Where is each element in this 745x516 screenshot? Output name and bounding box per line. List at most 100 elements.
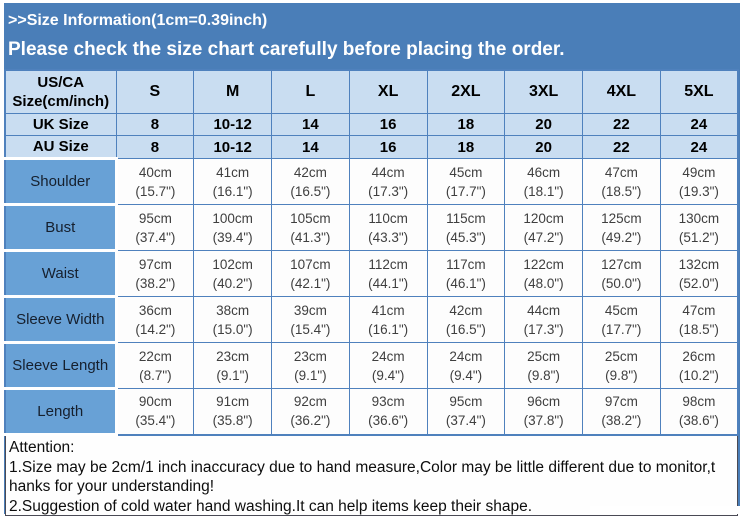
measurement-label-cell: Shoulder	[5, 159, 116, 205]
value-inch: (43.3")	[350, 228, 427, 247]
value-cm: 105cm	[272, 209, 349, 228]
value-inch: (37.4")	[428, 411, 505, 430]
value-inch: (15.0")	[194, 320, 271, 339]
value-inch: (37.8")	[505, 411, 582, 430]
value-cm: 97cm	[583, 392, 660, 411]
size-column-header: S	[116, 70, 194, 114]
value-cm: 115cm	[428, 209, 505, 228]
measurement-value-cell: 100cm(39.4")	[194, 205, 272, 251]
region-size-cell: 14	[272, 136, 350, 159]
value-cm: 47cm	[661, 301, 737, 320]
value-cm: 100cm	[194, 209, 271, 228]
value-inch: (35.4")	[118, 411, 194, 430]
value-inch: (38.2")	[118, 274, 194, 293]
value-cm: 24cm	[350, 347, 427, 366]
value-inch: (9.8")	[583, 366, 660, 385]
value-cm: 97cm	[118, 255, 194, 274]
measurement-value-cell: 112cm(44.1")	[349, 251, 427, 297]
value-inch: (18.5")	[583, 182, 660, 201]
value-cm: 98cm	[661, 392, 737, 411]
value-inch: (48.0")	[505, 274, 582, 293]
region-size-cell: 16	[349, 114, 427, 136]
value-cm: 26cm	[661, 347, 737, 366]
measurement-value-cell: 92cm(36.2")	[272, 389, 350, 435]
value-cm: 38cm	[194, 301, 271, 320]
value-inch: (16.5")	[272, 182, 349, 201]
value-cm: 91cm	[194, 392, 271, 411]
region-size-cell: 24	[660, 114, 738, 136]
value-inch: (15.4")	[272, 320, 349, 339]
value-inch: (52.0")	[661, 274, 737, 293]
value-inch: (14.2")	[118, 320, 194, 339]
measurement-label-cell: Sleeve Width	[5, 297, 116, 343]
value-cm: 95cm	[118, 209, 194, 228]
measurement-value-cell: 95cm(37.4")	[116, 205, 194, 251]
value-cm: 127cm	[583, 255, 660, 274]
measurement-value-cell: 41cm(16.1")	[194, 159, 272, 205]
measurement-value-cell: 44cm(17.3")	[505, 297, 583, 343]
measurement-value-cell: 25cm(9.8")	[505, 343, 583, 389]
value-inch: (39.4")	[194, 228, 271, 247]
value-cm: 41cm	[194, 163, 271, 182]
measurement-value-cell: 130cm(51.2")	[660, 205, 738, 251]
measurement-label-cell: Sleeve Length	[5, 343, 116, 389]
measurement-value-cell: 36cm(14.2")	[116, 297, 194, 343]
value-inch: (51.2")	[661, 228, 737, 247]
value-cm: 45cm	[428, 163, 505, 182]
value-inch: (49.2")	[583, 228, 660, 247]
value-inch: (17.7")	[583, 320, 660, 339]
value-cm: 22cm	[118, 347, 194, 366]
value-inch: (16.1")	[194, 182, 271, 201]
measurement-value-cell: 95cm(37.4")	[427, 389, 505, 435]
value-cm: 120cm	[505, 209, 582, 228]
measurement-value-cell: 26cm(10.2")	[660, 343, 738, 389]
value-cm: 122cm	[505, 255, 582, 274]
value-cm: 40cm	[118, 163, 194, 182]
value-inch: (8.7")	[118, 366, 194, 385]
attention-box: Attention: 1.Size may be 2cm/1 inch inac…	[5, 436, 738, 516]
value-cm: 42cm	[272, 163, 349, 182]
value-inch: (50.0")	[583, 274, 660, 293]
region-size-cell: 18	[427, 136, 505, 159]
value-cm: 117cm	[428, 255, 505, 274]
value-cm: 102cm	[194, 255, 271, 274]
value-cm: 95cm	[428, 392, 505, 411]
value-cm: 130cm	[661, 209, 737, 228]
measurement-value-cell: 49cm(19.3")	[660, 159, 738, 205]
measurement-value-cell: 115cm(45.3")	[427, 205, 505, 251]
region-size-cell: 18	[427, 114, 505, 136]
measurement-value-cell: 102cm(40.2")	[194, 251, 272, 297]
region-size-cell: 20	[505, 136, 583, 159]
value-cm: 25cm	[505, 347, 582, 366]
measurement-value-cell: 42cm(16.5")	[272, 159, 350, 205]
value-inch: (45.3")	[428, 228, 505, 247]
size-column-header: 2XL	[427, 70, 505, 114]
measurement-value-cell: 38cm(15.0")	[194, 297, 272, 343]
measurement-value-cell: 96cm(37.8")	[505, 389, 583, 435]
value-cm: 39cm	[272, 301, 349, 320]
value-inch: (10.2")	[661, 366, 737, 385]
value-inch: (38.2")	[583, 411, 660, 430]
region-size-cell: 8	[116, 136, 194, 159]
measurement-value-cell: 41cm(16.1")	[349, 297, 427, 343]
attention-line-1: 1.Size may be 2cm/1 inch inaccuracy due …	[9, 458, 737, 478]
value-inch: (40.2")	[194, 274, 271, 293]
measurement-value-cell: 107cm(42.1")	[272, 251, 350, 297]
region-size-cell: 22	[583, 136, 661, 159]
measurement-value-cell: 42cm(16.5")	[427, 297, 505, 343]
size-column-header: L	[272, 70, 350, 114]
measurement-value-cell: 46cm(18.1")	[505, 159, 583, 205]
measurement-value-cell: 98cm(38.6")	[660, 389, 738, 435]
measurement-label-cell: Bust	[5, 205, 116, 251]
region-size-cell: 24	[660, 136, 738, 159]
measurement-value-cell: 47cm(18.5")	[583, 159, 661, 205]
value-inch: (9.8")	[505, 366, 582, 385]
measurement-value-cell: 93cm(36.6")	[349, 389, 427, 435]
